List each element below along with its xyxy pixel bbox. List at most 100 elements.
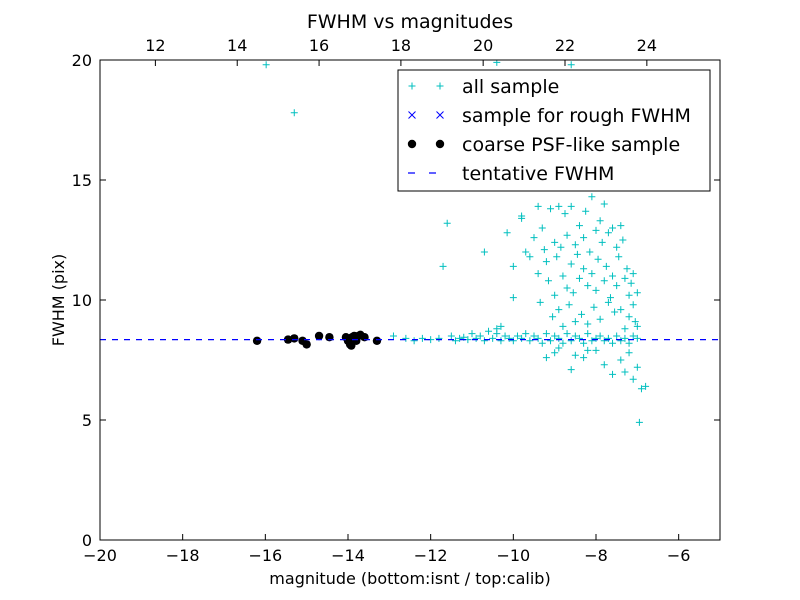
top-tick-label: 22 xyxy=(555,36,575,55)
all-sample-point xyxy=(534,270,542,278)
all-sample-point xyxy=(623,265,631,273)
all-sample-point xyxy=(617,337,625,345)
all-sample-point xyxy=(555,202,563,210)
all-sample-point xyxy=(600,337,608,345)
plot-layer xyxy=(100,60,720,426)
all-sample-point xyxy=(559,272,567,280)
all-sample-point xyxy=(600,277,608,285)
all-sample-point xyxy=(476,332,484,340)
all-sample-point xyxy=(534,202,542,210)
all-sample-point xyxy=(629,332,637,340)
all-sample-point xyxy=(551,332,559,340)
all-sample-point xyxy=(522,248,530,256)
all-sample-point xyxy=(480,248,488,256)
all-sample-point xyxy=(592,226,600,234)
all-sample-point xyxy=(578,310,586,318)
all-sample-point xyxy=(565,301,573,309)
all-sample-point xyxy=(629,301,637,309)
all-sample-point xyxy=(544,277,552,285)
all-sample-point xyxy=(615,253,623,261)
all-sample-point xyxy=(542,330,550,338)
y-axis-label: FWHM (pix) xyxy=(49,254,68,347)
all-sample-point xyxy=(575,334,583,342)
all-sample-point xyxy=(617,222,625,230)
all-sample-point xyxy=(594,255,602,263)
legend-box xyxy=(397,69,711,192)
all-sample-point xyxy=(485,327,493,335)
legend-plus-icon xyxy=(408,82,416,90)
all-sample-point xyxy=(542,258,550,266)
all-sample-point xyxy=(569,289,577,297)
all-sample-point xyxy=(526,253,534,261)
all-sample-point xyxy=(530,234,538,242)
psf-like-point xyxy=(347,341,356,350)
all-sample-point xyxy=(534,334,542,342)
all-sample-point xyxy=(621,325,629,333)
all-sample-point xyxy=(600,361,608,369)
all-sample-point xyxy=(262,61,270,69)
all-sample-point xyxy=(588,270,596,278)
all-sample-point xyxy=(418,334,426,342)
psf-like-point xyxy=(252,336,262,345)
series-all-sample xyxy=(262,60,650,426)
all-sample-point xyxy=(619,236,627,244)
all-sample-point xyxy=(402,334,410,342)
all-sample-point xyxy=(575,222,583,230)
all-sample-point xyxy=(555,334,563,342)
all-sample-point xyxy=(567,337,575,345)
all-sample-point xyxy=(621,334,629,342)
all-sample-point xyxy=(582,207,590,215)
y-tick-label: 10 xyxy=(72,291,92,310)
psf-like-point xyxy=(372,336,382,345)
all-sample-point xyxy=(588,337,596,345)
all-sample-point xyxy=(555,306,563,314)
legend-label: tentative FWHM xyxy=(462,163,614,185)
chart-title: FWHM vs magnitudes xyxy=(307,11,513,33)
legend-plus-icon xyxy=(436,82,444,90)
all-sample-point xyxy=(609,272,617,280)
all-sample-point xyxy=(501,332,509,340)
top-tick-label: 24 xyxy=(637,36,657,55)
all-sample-point xyxy=(518,212,526,220)
all-sample-point xyxy=(555,344,563,352)
all-sample-point xyxy=(509,262,517,270)
all-sample-point xyxy=(588,193,596,201)
all-sample-point xyxy=(633,363,641,371)
all-sample-point xyxy=(575,274,583,282)
all-sample-point xyxy=(596,332,604,340)
top-tick-label: 14 xyxy=(227,36,247,55)
all-sample-point xyxy=(580,265,588,273)
all-sample-point xyxy=(547,205,555,213)
all-sample-point xyxy=(497,337,505,345)
all-sample-point xyxy=(571,241,579,249)
all-sample-point xyxy=(613,332,621,340)
psf-like-point xyxy=(290,334,299,343)
all-sample-point xyxy=(635,418,643,426)
all-sample-point xyxy=(480,337,488,345)
all-sample-point xyxy=(596,315,604,323)
all-sample-point xyxy=(456,334,464,342)
all-sample-point xyxy=(604,334,612,342)
top-tick-label: 20 xyxy=(473,36,493,55)
all-sample-point xyxy=(584,282,592,290)
all-sample-point xyxy=(584,320,592,328)
psf-like-point xyxy=(314,331,324,341)
y-tick-label: 20 xyxy=(72,51,92,70)
all-sample-point xyxy=(439,262,447,270)
all-sample-point xyxy=(551,291,559,299)
all-sample-point xyxy=(571,318,579,326)
all-sample-point xyxy=(435,334,443,342)
all-sample-point xyxy=(598,238,606,246)
all-sample-point xyxy=(561,210,569,218)
all-sample-point xyxy=(584,330,592,338)
y-tick-label: 15 xyxy=(72,171,92,190)
legend-label: coarse PSF-like sample xyxy=(462,134,680,156)
all-sample-point xyxy=(631,318,639,326)
all-sample-point xyxy=(468,330,476,338)
all-sample-point xyxy=(557,243,565,251)
legend-label: sample for rough FWHM xyxy=(462,105,691,127)
all-sample-point xyxy=(604,298,612,306)
x-tick-label: −12 xyxy=(414,546,448,565)
